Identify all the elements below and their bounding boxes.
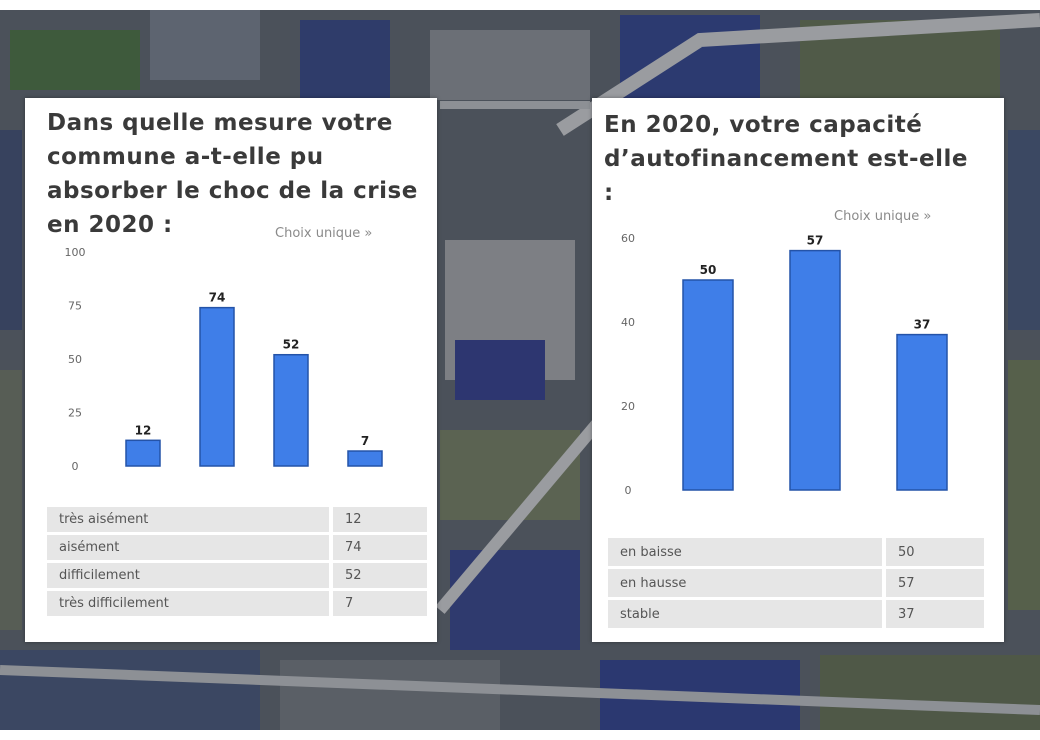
table-row: stable 37 [608,600,984,628]
right-values-table: en baisse 50 en hausse 57 stable 37 [608,535,984,631]
table-category: en hausse [608,569,882,597]
table-category: très aisément [47,507,329,532]
bar [125,439,161,467]
left-values-table: très aisément 12 aisément 74 difficileme… [47,504,427,619]
left-chart-title: Dans quelle mesure votre commune a-t-ell… [47,110,418,238]
bar [682,279,734,491]
right-chart-title: En 2020, votre capacité d’autofinancemen… [604,112,969,206]
y-tick-label: 75 [68,300,82,313]
table-row: difficilement 52 [47,563,427,588]
data-label: 12 [135,423,152,437]
table-value: 37 [882,600,984,628]
bar [199,306,235,467]
data-label: 50 [700,263,717,277]
y-tick-label: 25 [68,407,82,420]
y-tick-label: 0 [625,484,632,497]
data-label: 52 [283,338,300,352]
table-row: très difficilement 7 [47,591,427,616]
table-category: très difficilement [47,591,329,616]
left-chart-card: Dans quelle mesure votre commune a-t-ell… [25,98,437,642]
table-row: aisément 74 [47,535,427,560]
table-category: difficilement [47,563,329,588]
table-value: 52 [329,563,427,588]
y-tick-label: 60 [621,232,635,245]
left-bar-chart: 0 25 50 75 100 12 74 52 7 [65,246,383,473]
bar [896,333,948,491]
bar [789,249,841,491]
right-choice-note: Choix unique » [834,209,932,224]
table-row: très aisément 12 [47,507,427,532]
data-label: 74 [209,291,226,305]
table-row: en hausse 57 [608,569,984,597]
table-value: 50 [882,538,984,566]
y-tick-label: 100 [65,246,86,259]
bar [347,450,383,467]
left-choice-note: Choix unique » [275,226,373,241]
table-category: aisément [47,535,329,560]
table-value: 12 [329,507,427,532]
table-value: 7 [329,591,427,616]
table-category: stable [608,600,882,628]
y-tick-label: 0 [72,460,79,473]
y-tick-label: 20 [621,400,635,413]
right-bar-chart: 0 20 40 60 50 57 37 [621,232,948,497]
data-label: 57 [807,234,824,248]
table-value: 57 [882,569,984,597]
y-tick-label: 50 [68,353,82,366]
data-label: 37 [914,318,931,332]
right-chart-card: En 2020, votre capacité d’autofinancemen… [592,98,1004,642]
bar [273,353,309,467]
y-tick-label: 40 [621,316,635,329]
table-value: 74 [329,535,427,560]
data-label: 7 [361,434,369,448]
table-category: en baisse [608,538,882,566]
table-row: en baisse 50 [608,538,984,566]
